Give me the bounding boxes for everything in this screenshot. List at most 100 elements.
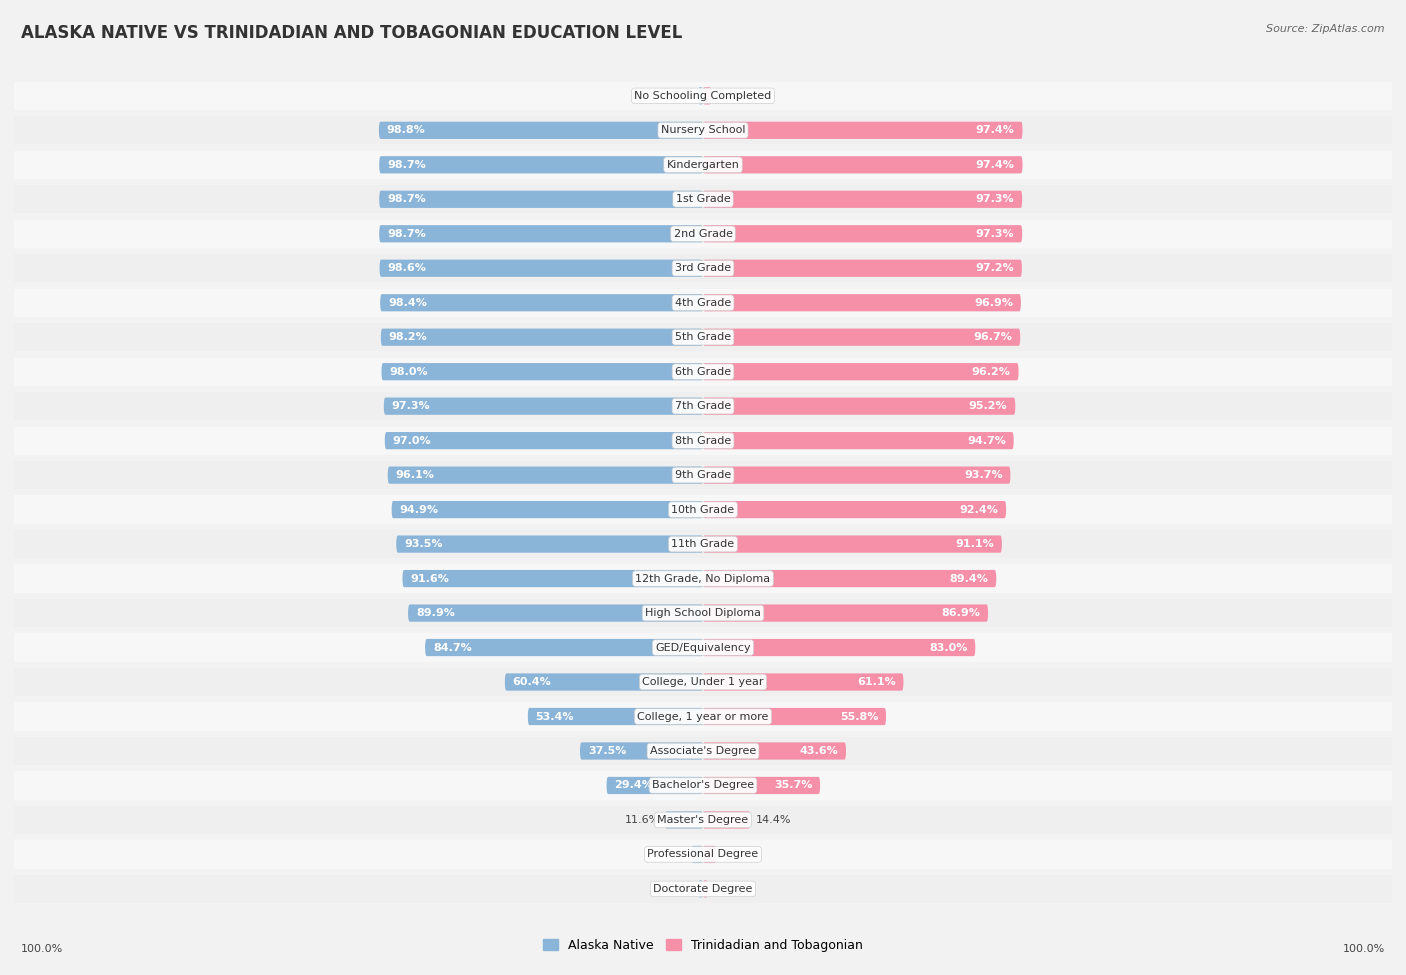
Text: 53.4%: 53.4% <box>536 712 574 722</box>
FancyBboxPatch shape <box>703 501 1007 519</box>
Text: 91.1%: 91.1% <box>955 539 994 549</box>
FancyBboxPatch shape <box>703 674 904 690</box>
FancyBboxPatch shape <box>703 466 1011 484</box>
Text: 96.1%: 96.1% <box>395 470 434 480</box>
FancyBboxPatch shape <box>703 846 716 863</box>
Text: 89.4%: 89.4% <box>949 573 988 584</box>
Text: 3rd Grade: 3rd Grade <box>675 263 731 273</box>
Text: 4th Grade: 4th Grade <box>675 297 731 308</box>
FancyBboxPatch shape <box>697 87 703 104</box>
FancyBboxPatch shape <box>396 535 703 553</box>
Bar <box>14 392 1392 420</box>
Text: 29.4%: 29.4% <box>614 780 654 791</box>
Bar <box>14 634 1392 662</box>
Text: Nursery School: Nursery School <box>661 126 745 136</box>
Text: 98.0%: 98.0% <box>389 367 427 376</box>
Text: 100.0%: 100.0% <box>1343 944 1385 954</box>
Text: 1st Grade: 1st Grade <box>676 194 730 205</box>
Text: 6th Grade: 6th Grade <box>675 367 731 376</box>
Bar <box>14 702 1392 730</box>
Text: 97.2%: 97.2% <box>976 263 1014 273</box>
FancyBboxPatch shape <box>380 225 703 243</box>
Text: 98.8%: 98.8% <box>387 126 426 136</box>
Text: Associate's Degree: Associate's Degree <box>650 746 756 756</box>
Text: Doctorate Degree: Doctorate Degree <box>654 884 752 894</box>
Text: 97.3%: 97.3% <box>976 194 1014 205</box>
FancyBboxPatch shape <box>703 604 988 622</box>
Text: GED/Equivalency: GED/Equivalency <box>655 643 751 652</box>
Text: 96.2%: 96.2% <box>972 367 1011 376</box>
Bar <box>14 668 1392 696</box>
Bar <box>14 289 1392 317</box>
Text: 10th Grade: 10th Grade <box>672 505 734 515</box>
FancyBboxPatch shape <box>703 191 1022 208</box>
Text: 4.0%: 4.0% <box>721 849 749 859</box>
FancyBboxPatch shape <box>703 535 1002 553</box>
FancyBboxPatch shape <box>703 329 1021 346</box>
FancyBboxPatch shape <box>388 466 703 484</box>
FancyBboxPatch shape <box>384 398 703 414</box>
Text: 93.5%: 93.5% <box>404 539 443 549</box>
Text: College, Under 1 year: College, Under 1 year <box>643 677 763 687</box>
Bar <box>14 254 1392 283</box>
FancyBboxPatch shape <box>703 570 997 587</box>
FancyBboxPatch shape <box>703 259 1022 277</box>
Bar <box>14 219 1392 248</box>
Bar <box>14 737 1392 765</box>
Bar <box>14 323 1392 351</box>
Text: 97.3%: 97.3% <box>976 229 1014 239</box>
FancyBboxPatch shape <box>703 811 751 829</box>
FancyBboxPatch shape <box>703 122 1022 138</box>
Text: 96.9%: 96.9% <box>974 297 1014 308</box>
FancyBboxPatch shape <box>703 708 886 725</box>
Text: 1.5%: 1.5% <box>713 884 741 894</box>
Text: 98.7%: 98.7% <box>387 229 426 239</box>
FancyBboxPatch shape <box>380 156 703 174</box>
FancyBboxPatch shape <box>380 191 703 208</box>
Text: 61.1%: 61.1% <box>856 677 896 687</box>
Text: 37.5%: 37.5% <box>588 746 626 756</box>
Bar <box>14 461 1392 489</box>
FancyBboxPatch shape <box>692 846 703 863</box>
FancyBboxPatch shape <box>606 777 703 794</box>
Text: 96.7%: 96.7% <box>973 332 1012 342</box>
Text: 97.3%: 97.3% <box>392 401 430 411</box>
Bar <box>14 840 1392 869</box>
Text: 83.0%: 83.0% <box>929 643 967 652</box>
Text: 1.4%: 1.4% <box>665 884 693 894</box>
Text: 2nd Grade: 2nd Grade <box>673 229 733 239</box>
FancyBboxPatch shape <box>703 398 1015 414</box>
FancyBboxPatch shape <box>381 363 703 380</box>
Text: 97.4%: 97.4% <box>976 126 1015 136</box>
FancyBboxPatch shape <box>703 294 1021 311</box>
Text: 98.2%: 98.2% <box>388 332 427 342</box>
FancyBboxPatch shape <box>703 87 711 104</box>
FancyBboxPatch shape <box>392 501 703 519</box>
Text: 94.9%: 94.9% <box>399 505 439 515</box>
Text: 100.0%: 100.0% <box>21 944 63 954</box>
FancyBboxPatch shape <box>402 570 703 587</box>
Text: 89.9%: 89.9% <box>416 608 454 618</box>
Text: 11th Grade: 11th Grade <box>672 539 734 549</box>
Legend: Alaska Native, Trinidadian and Tobagonian: Alaska Native, Trinidadian and Tobagonia… <box>538 934 868 956</box>
Text: 5th Grade: 5th Grade <box>675 332 731 342</box>
Text: 7th Grade: 7th Grade <box>675 401 731 411</box>
Bar <box>14 151 1392 179</box>
Bar <box>14 530 1392 559</box>
Text: 9th Grade: 9th Grade <box>675 470 731 480</box>
Text: Kindergarten: Kindergarten <box>666 160 740 170</box>
Text: 60.4%: 60.4% <box>513 677 551 687</box>
Text: 93.7%: 93.7% <box>965 470 1002 480</box>
Text: 14.4%: 14.4% <box>755 815 792 825</box>
Text: Master's Degree: Master's Degree <box>658 815 748 825</box>
Text: No Schooling Completed: No Schooling Completed <box>634 91 772 100</box>
Text: 95.2%: 95.2% <box>969 401 1008 411</box>
Text: 91.6%: 91.6% <box>411 573 450 584</box>
Bar <box>14 495 1392 524</box>
FancyBboxPatch shape <box>527 708 703 725</box>
Text: 97.4%: 97.4% <box>976 160 1015 170</box>
Text: Bachelor's Degree: Bachelor's Degree <box>652 780 754 791</box>
Bar <box>14 565 1392 593</box>
FancyBboxPatch shape <box>581 742 703 760</box>
FancyBboxPatch shape <box>425 639 703 656</box>
